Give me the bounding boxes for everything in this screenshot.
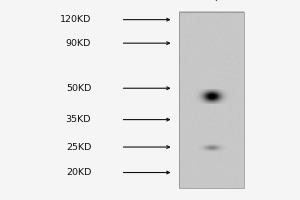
Text: A549: A549 — [212, 0, 238, 2]
Text: 120KD: 120KD — [60, 15, 91, 24]
Text: 50KD: 50KD — [66, 84, 91, 93]
Text: 20KD: 20KD — [66, 168, 91, 177]
Text: 25KD: 25KD — [66, 143, 91, 152]
Text: 90KD: 90KD — [66, 39, 91, 48]
Text: 35KD: 35KD — [66, 115, 91, 124]
Bar — [179, 12, 244, 188]
